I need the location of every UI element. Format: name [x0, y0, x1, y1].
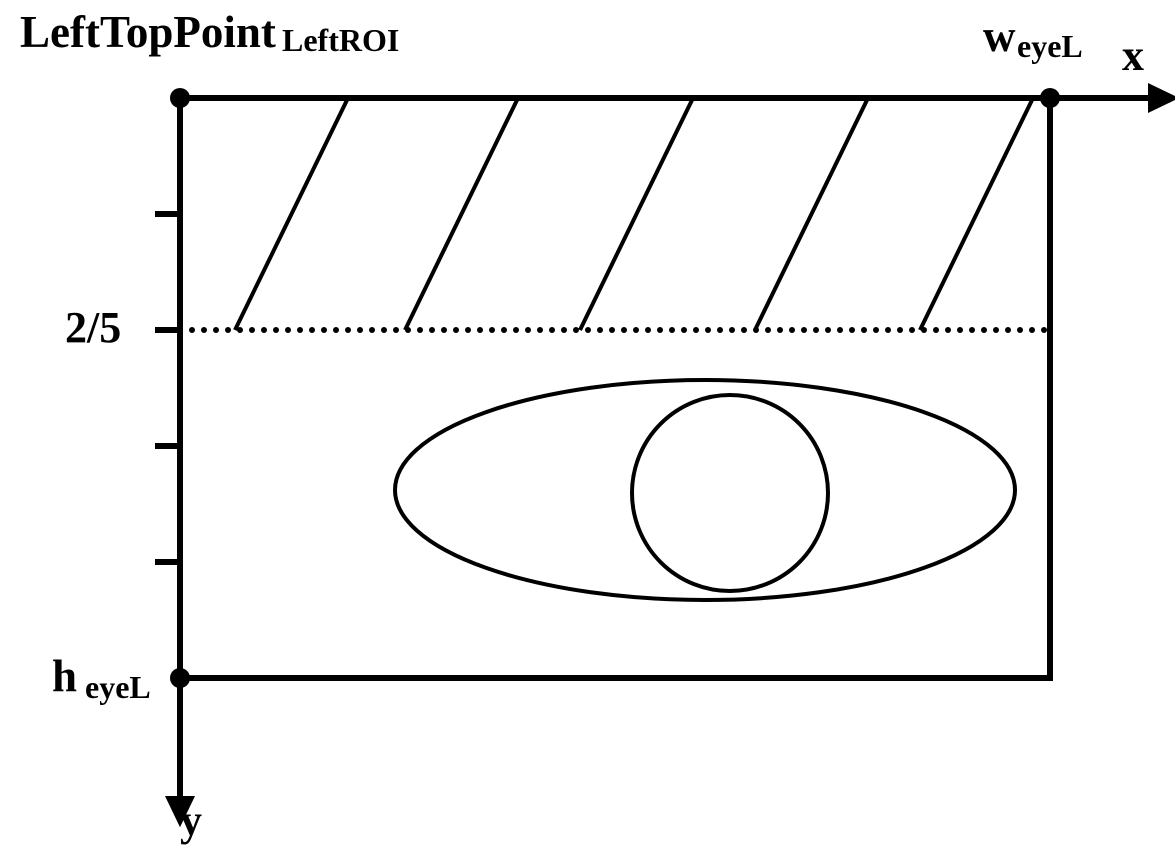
h-eye-label: h	[52, 650, 77, 702]
h-eye-sub-label: eyeL	[85, 669, 151, 706]
x-axis-label: x	[1122, 30, 1144, 81]
w-eye-sub-label: eyeL	[1017, 28, 1083, 65]
left-top-point-sub-label: LeftROI	[282, 22, 399, 59]
y-axis-label: y	[180, 795, 202, 846]
roi-diagram: LeftTopPoint LeftROI w eyeL x 2/5 h eyeL…	[0, 0, 1175, 854]
w-eye-label: w	[983, 10, 1016, 62]
fraction-label: 2/5	[65, 302, 121, 353]
diagram-svg	[0, 0, 1175, 854]
left-top-point-label: LeftTopPoint	[20, 6, 276, 58]
